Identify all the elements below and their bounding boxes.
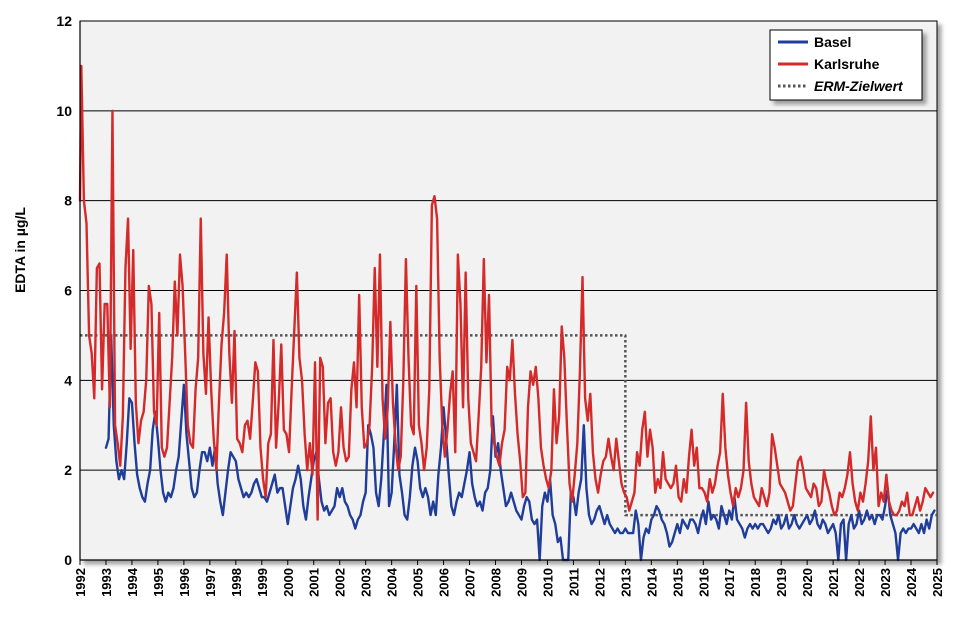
y-tick-label: 12: [56, 13, 72, 29]
grid-lines: [80, 110, 937, 471]
x-tick-label: 1997: [203, 568, 218, 597]
y-tick-label: 0: [64, 552, 72, 568]
y-tick-label: 8: [64, 193, 72, 209]
x-tick-label: 2008: [489, 568, 504, 597]
x-tick-label: 2016: [696, 568, 711, 597]
x-tick-label: 2011: [566, 568, 581, 596]
x-tick-label: 2002: [333, 568, 348, 597]
series-line-erm-zielwert: [80, 334, 937, 517]
x-tick-label: 2009: [514, 568, 529, 597]
y-tick-label: 2: [64, 462, 72, 478]
x-tick-label: 2004: [385, 567, 400, 597]
series-line-basel: [104, 334, 936, 562]
x-tick-label: 2007: [463, 568, 478, 597]
x-tick-label: 1994: [125, 567, 140, 597]
x-tick-label: 2006: [437, 568, 452, 597]
legend-label: Basel: [814, 34, 851, 50]
axes: 0 2 4 6 8 10 12 1992 1993 1994 1995 1996 1997 1998 199…: [56, 13, 945, 597]
x-tick-label: 1999: [255, 568, 270, 597]
x-tick-label: 2013: [618, 568, 633, 597]
x-tick-label: 2025: [930, 568, 945, 597]
series-layer: [78, 64, 937, 562]
x-tick-label: 1995: [151, 568, 166, 597]
y-axis-label: EDTA in µg/L: [12, 207, 28, 293]
x-tick-label: 2012: [592, 568, 607, 597]
x-tick-label: 2014: [644, 567, 659, 597]
y-tick-label: 10: [56, 103, 72, 119]
x-tick-label: 2023: [878, 568, 893, 597]
x-tick-label: 2018: [748, 568, 763, 597]
x-tick-label: 2017: [722, 568, 737, 597]
legend-label: Karlsruhe: [814, 56, 880, 72]
x-tick-label: 2020: [800, 568, 815, 597]
x-tick-label: 2010: [540, 568, 555, 597]
x-tick-label: 2024: [904, 567, 919, 597]
x-tick-label: 2022: [852, 568, 867, 597]
y-tick-label: 4: [64, 372, 72, 388]
series-line-karlsruhe: [78, 64, 935, 521]
x-tick-label: 2000: [281, 568, 296, 597]
y-tick-label: 6: [64, 283, 72, 299]
x-tick-label: 2005: [411, 568, 426, 597]
x-tick-label: 2003: [359, 568, 374, 597]
x-tick-label: 2019: [774, 568, 789, 597]
x-tick-label: 2021: [826, 568, 841, 597]
x-tick-label: 1998: [229, 568, 244, 597]
x-tick-label: 2015: [670, 568, 685, 597]
legend-label: ERM-Zielwert: [814, 78, 904, 94]
x-tick-label: 1993: [99, 568, 114, 597]
legend: Basel Karlsruhe ERM-Zielwert: [769, 29, 923, 101]
x-tick-label: 1992: [73, 568, 88, 597]
x-tick-label: 1996: [177, 568, 192, 597]
x-tick-label: 2001: [307, 568, 322, 597]
